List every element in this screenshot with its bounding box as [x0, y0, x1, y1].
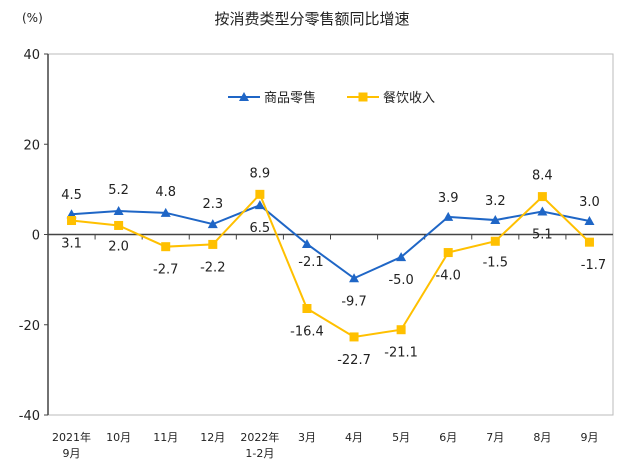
data-label: -21.1 [384, 346, 418, 361]
data-point-square [161, 242, 171, 252]
data-point-square [349, 332, 359, 342]
data-point-square [67, 216, 77, 226]
x-tick-label: 8月 [533, 431, 551, 444]
x-tick-label: 2021年 [52, 430, 91, 444]
data-point-square [302, 304, 312, 314]
data-label: 6.5 [250, 221, 271, 236]
data-point-square [490, 236, 500, 246]
x-tick-label: 4月 [345, 431, 363, 444]
series-line-0 [71, 204, 590, 280]
data-point-square [255, 189, 265, 199]
legend-triangle-icon [239, 92, 249, 101]
data-label: 8.9 [250, 166, 271, 181]
data-label: 3.2 [485, 194, 506, 209]
data-label: 4.8 [155, 185, 176, 200]
data-label: 8.4 [532, 169, 553, 184]
data-label: -5.0 [388, 273, 413, 288]
data-label: 5.2 [108, 183, 129, 198]
data-point-triangle [160, 207, 171, 217]
data-point-square [443, 248, 453, 258]
x-tick-label: 9月 [63, 447, 81, 460]
data-label: 3.9 [438, 191, 459, 206]
data-point-triangle [490, 215, 501, 225]
x-tick-label: 2022年 [240, 430, 279, 444]
data-point-triangle [301, 238, 312, 248]
y-tick-label: 40 [23, 48, 40, 63]
legend-square-icon [358, 92, 368, 102]
x-tick-label: 1-2月 [245, 447, 274, 460]
data-point-square [114, 220, 124, 230]
data-point-triangle [537, 206, 548, 216]
data-label: -9.7 [341, 294, 366, 309]
data-point-square [208, 239, 218, 249]
data-label: 4.5 [61, 188, 82, 203]
data-point-triangle [443, 211, 454, 221]
chart-title: 按消费类型分零售额同比增速 [214, 10, 409, 28]
x-tick-label: 12月 [200, 431, 225, 444]
x-tick-label: 9月 [580, 431, 598, 444]
data-point-square [396, 325, 406, 335]
data-label: -1.7 [581, 258, 606, 273]
data-label: -2.1 [298, 255, 323, 270]
data-point-triangle [66, 209, 77, 219]
data-label: -22.7 [337, 353, 371, 368]
y-tick-label: 20 [23, 138, 40, 153]
data-point-triangle [254, 200, 265, 210]
data-label: 3.1 [61, 237, 82, 252]
x-tick-label: 11月 [153, 431, 178, 444]
data-point-triangle [584, 215, 595, 225]
data-label: -16.4 [290, 325, 324, 340]
legend-label: 商品零售 [264, 90, 316, 106]
data-point-triangle [113, 206, 124, 216]
data-point-triangle [207, 219, 218, 229]
y-tick-label: 0 [32, 229, 40, 244]
data-label: 3.0 [579, 195, 600, 210]
data-label: -1.5 [483, 255, 508, 270]
x-tick-label: 6月 [439, 431, 457, 444]
data-label: 2.3 [202, 197, 223, 212]
legend-label: 餐饮收入 [383, 90, 435, 106]
data-point-square [584, 237, 594, 247]
data-label: 5.1 [532, 227, 553, 242]
x-tick-label: 3月 [298, 431, 316, 444]
x-tick-label: 10月 [106, 431, 131, 444]
data-point-triangle [396, 252, 407, 262]
data-label: -2.7 [153, 263, 178, 278]
x-tick-label: 5月 [392, 431, 410, 444]
data-label: 2.0 [108, 239, 129, 254]
y-tick-label: -20 [19, 319, 40, 334]
y-tick-label: -40 [19, 409, 40, 424]
series-line-1 [71, 192, 591, 338]
data-point-square [537, 192, 547, 202]
x-tick-label: 7月 [486, 431, 504, 444]
data-label: -4.0 [436, 269, 461, 284]
y-axis-unit: (%) [22, 11, 43, 25]
data-point-triangle [349, 273, 360, 283]
data-label: -2.2 [200, 260, 225, 275]
